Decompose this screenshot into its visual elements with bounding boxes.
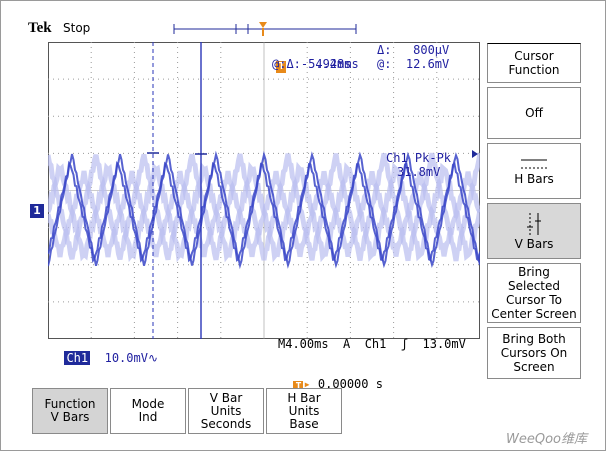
run-state: Stop <box>63 21 91 35</box>
measure-arrow-icon <box>472 150 478 158</box>
side-menu-title: Cursor Function <box>487 43 581 83</box>
ch1-label: Ch1 <box>64 351 91 365</box>
hbars-icon <box>521 159 547 169</box>
graticule <box>48 42 480 339</box>
status-bar: Tek Stop <box>28 18 488 40</box>
cursor-readout-delta-time: T Δ: 4.48ms <box>276 57 359 73</box>
trigger-offset-readout: T ▸ 0.00000 s <box>293 377 383 393</box>
bring-selected-cursor-button[interactable]: Bring Selected Cursor To Center Screen <box>487 263 581 323</box>
cursor-readout-at-volt: @: 12.6mV <box>377 57 450 71</box>
timebase-readout: M4.00ms A Ch1 ʃ 13.0mV <box>278 337 466 351</box>
ghost-trace-path <box>48 152 480 262</box>
ghost-trace-path <box>48 170 480 258</box>
cursor-readout-at-time: @: -5.92ms <box>272 57 352 71</box>
hbars-button[interactable]: H Bars <box>487 143 581 199</box>
vbar-units-button[interactable]: V Bar Units Seconds <box>188 388 264 434</box>
ch1-waveform <box>48 150 480 270</box>
record-view-indicator <box>173 22 357 36</box>
cursor-readout-delta-volt: Δ: 800μV <box>377 43 450 57</box>
hbar-units-button[interactable]: H Bar Units Base <box>266 388 342 434</box>
trigger-icon: T <box>276 61 287 73</box>
brand-logo: Tek <box>28 20 52 36</box>
trace-path <box>48 160 480 264</box>
ch1-ground-marker[interactable]: 1 <box>30 204 44 218</box>
waveform-display[interactable] <box>48 42 480 379</box>
trigger-offset-icon: T <box>293 381 304 393</box>
cursor-off-button[interactable]: Off <box>487 87 581 139</box>
persistence-trace <box>48 152 480 263</box>
mode-ind-button[interactable]: Mode Ind <box>110 388 186 434</box>
trigger-position-icon <box>259 22 267 28</box>
measurement-value: 31.8mV <box>397 165 441 179</box>
vbars-icon <box>527 213 541 235</box>
watermark: WeeQoo维库 <box>506 432 587 447</box>
function-vbars-button[interactable]: Function V Bars <box>32 388 108 434</box>
ch1-scale-readout: Ch1 10.0mV∿ <box>64 351 158 365</box>
vbars-button[interactable]: V Bars <box>487 203 581 259</box>
trace-path <box>48 150 480 270</box>
measurement-name: Ch1 Pk-Pk <box>386 151 452 165</box>
bring-both-cursors-button[interactable]: Bring Both Cursors On Screen <box>487 327 581 379</box>
